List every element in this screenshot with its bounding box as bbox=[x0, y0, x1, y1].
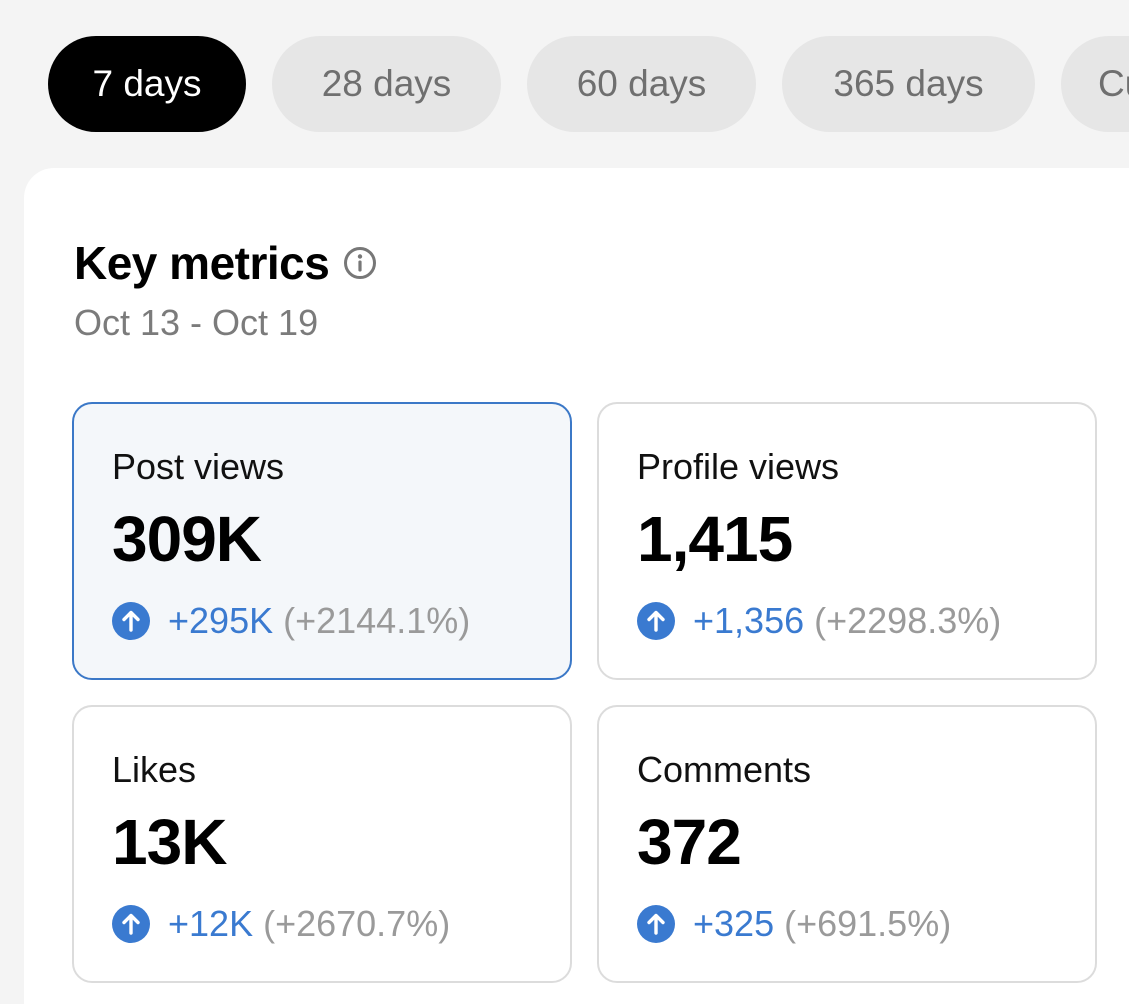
tab-28-days[interactable]: 28 days bbox=[272, 36, 501, 132]
metric-tile-likes[interactable]: Likes 13K +12K (+2670.7%) bbox=[72, 705, 572, 983]
metric-label: Post views bbox=[112, 446, 285, 487]
metric-change: +12K (+2670.7%) bbox=[112, 903, 450, 945]
arrow-up-icon bbox=[637, 905, 675, 943]
date-range: Oct 13 - Oct 19 bbox=[74, 302, 319, 343]
metric-delta: +325 bbox=[693, 903, 775, 944]
metric-change: +325 (+691.5%) bbox=[637, 903, 951, 945]
metric-value: 13K bbox=[112, 806, 227, 878]
metric-label: Profile views bbox=[637, 446, 840, 487]
arrow-up-icon bbox=[112, 905, 150, 943]
metric-label: Comments bbox=[637, 749, 812, 790]
metric-tile-profile-views[interactable]: Profile views 1,415 +1,356 (+2298.3%) bbox=[597, 402, 1097, 680]
metric-label: Likes bbox=[112, 749, 197, 790]
metric-percent: (+691.5%) bbox=[784, 903, 952, 944]
metric-delta: +12K bbox=[168, 903, 254, 944]
metric-change: +295K (+2144.1%) bbox=[112, 600, 470, 642]
tab-7-days[interactable]: 7 days bbox=[48, 36, 246, 132]
metric-value: 1,415 bbox=[637, 503, 793, 575]
metric-percent: (+2144.1%) bbox=[283, 600, 471, 641]
metric-tile-comments[interactable]: Comments 372 +325 (+691.5%) bbox=[597, 705, 1097, 983]
section-title: Key metrics bbox=[74, 237, 330, 289]
info-icon[interactable] bbox=[343, 246, 377, 280]
metric-value: 372 bbox=[637, 806, 742, 878]
metric-delta: +295K bbox=[168, 600, 274, 641]
period-tabs: 7 days 28 days 60 days 365 days Cu bbox=[48, 36, 1129, 132]
key-metrics-header: Key metrics bbox=[74, 236, 377, 290]
metric-change: +1,356 (+2298.3%) bbox=[637, 600, 1001, 642]
metric-percent: (+2298.3%) bbox=[814, 600, 1002, 641]
tab-60-days[interactable]: 60 days bbox=[527, 36, 756, 132]
tab-custom[interactable]: Cu bbox=[1061, 36, 1129, 132]
metric-delta: +1,356 bbox=[693, 600, 805, 641]
tab-365-days[interactable]: 365 days bbox=[782, 36, 1035, 132]
metric-value: 309K bbox=[112, 503, 262, 575]
metric-percent: (+2670.7%) bbox=[263, 903, 451, 944]
arrow-up-icon bbox=[637, 602, 675, 640]
metric-tile-post-views[interactable]: Post views 309K +295K (+2144.1%) bbox=[72, 402, 572, 680]
arrow-up-icon bbox=[112, 602, 150, 640]
